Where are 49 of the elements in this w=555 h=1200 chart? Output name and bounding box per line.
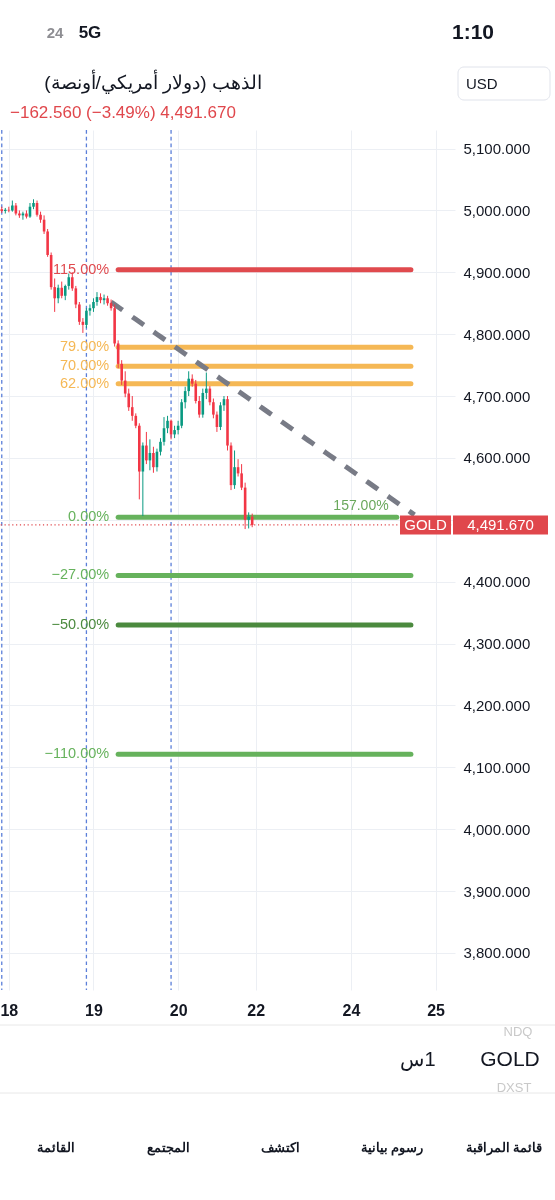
- text: قائمة المراقبة: [465, 1140, 543, 1156]
- y-tick-label: 4,400.000: [463, 573, 531, 591]
- series-label: −27.00%: [51, 566, 110, 583]
- y-tick-label: 3,900.000: [463, 882, 531, 900]
- series-label: −110.00%: [44, 745, 110, 762]
- series-label: 79.00%: [59, 338, 110, 355]
- y-tick-label: 3,800.000: [463, 944, 531, 962]
- text: القائمة: [37, 1140, 75, 1155]
- candlestick: [85, 307, 88, 329]
- series-label: 115.00%: [52, 260, 110, 277]
- x-tick-label: 18: [0, 1001, 19, 1019]
- y-tick-label: 4,800.000: [463, 325, 531, 343]
- ref-line-label: 4,491.670: [467, 515, 534, 533]
- x-tick-label: 24: [342, 1001, 361, 1019]
- text: المجتمع: [146, 1140, 190, 1156]
- series-label: −50.00%: [51, 615, 110, 632]
- text: 5G: [78, 23, 102, 42]
- x-tick-label: 19: [85, 1001, 103, 1019]
- y-tick-label: 5,100.000: [463, 140, 531, 158]
- y-tick-label: 4,200.000: [463, 696, 531, 714]
- text: 1:10: [451, 20, 495, 43]
- y-tick-label: 4,600.000: [463, 449, 531, 467]
- annotation: 157.00%: [333, 497, 389, 514]
- x-tick-label: 25: [427, 1001, 446, 1019]
- text: 1س: [400, 1048, 436, 1071]
- text: USD: [466, 75, 498, 92]
- chart-title: الذهب (دولار أمريكي/أونصة): [44, 69, 262, 94]
- series-label: 62.00%: [59, 374, 110, 391]
- series-label: 70.00%: [59, 357, 110, 374]
- y-tick-label: 5,000.000: [463, 201, 531, 219]
- y-tick-label: 4,100.000: [463, 758, 531, 776]
- candlestick: [233, 449, 236, 490]
- candlestick: [152, 446, 155, 474]
- text: GOLD: [480, 1047, 540, 1070]
- y-tick-label: 4,000.000: [463, 820, 531, 838]
- annotation: GOLD: [404, 515, 447, 533]
- series-label: 0.00%: [68, 508, 110, 525]
- x-tick-label: 22: [247, 1001, 266, 1019]
- chart-subtitle: −162.560 (−3.49%) 4,491.670: [10, 103, 236, 122]
- y-tick-label: 4,900.000: [463, 263, 531, 281]
- candlestick: [197, 395, 201, 419]
- candlestick: [205, 372, 208, 400]
- text: 24: [46, 24, 64, 41]
- candlestick: [145, 431, 148, 465]
- y-tick-label: 4,700.000: [463, 387, 531, 405]
- text: اكتشف: [260, 1140, 300, 1155]
- y-tick-label: 4,300.000: [463, 635, 531, 653]
- x-tick-label: 20: [169, 1001, 188, 1019]
- text: رسوم بيانية: [360, 1140, 424, 1156]
